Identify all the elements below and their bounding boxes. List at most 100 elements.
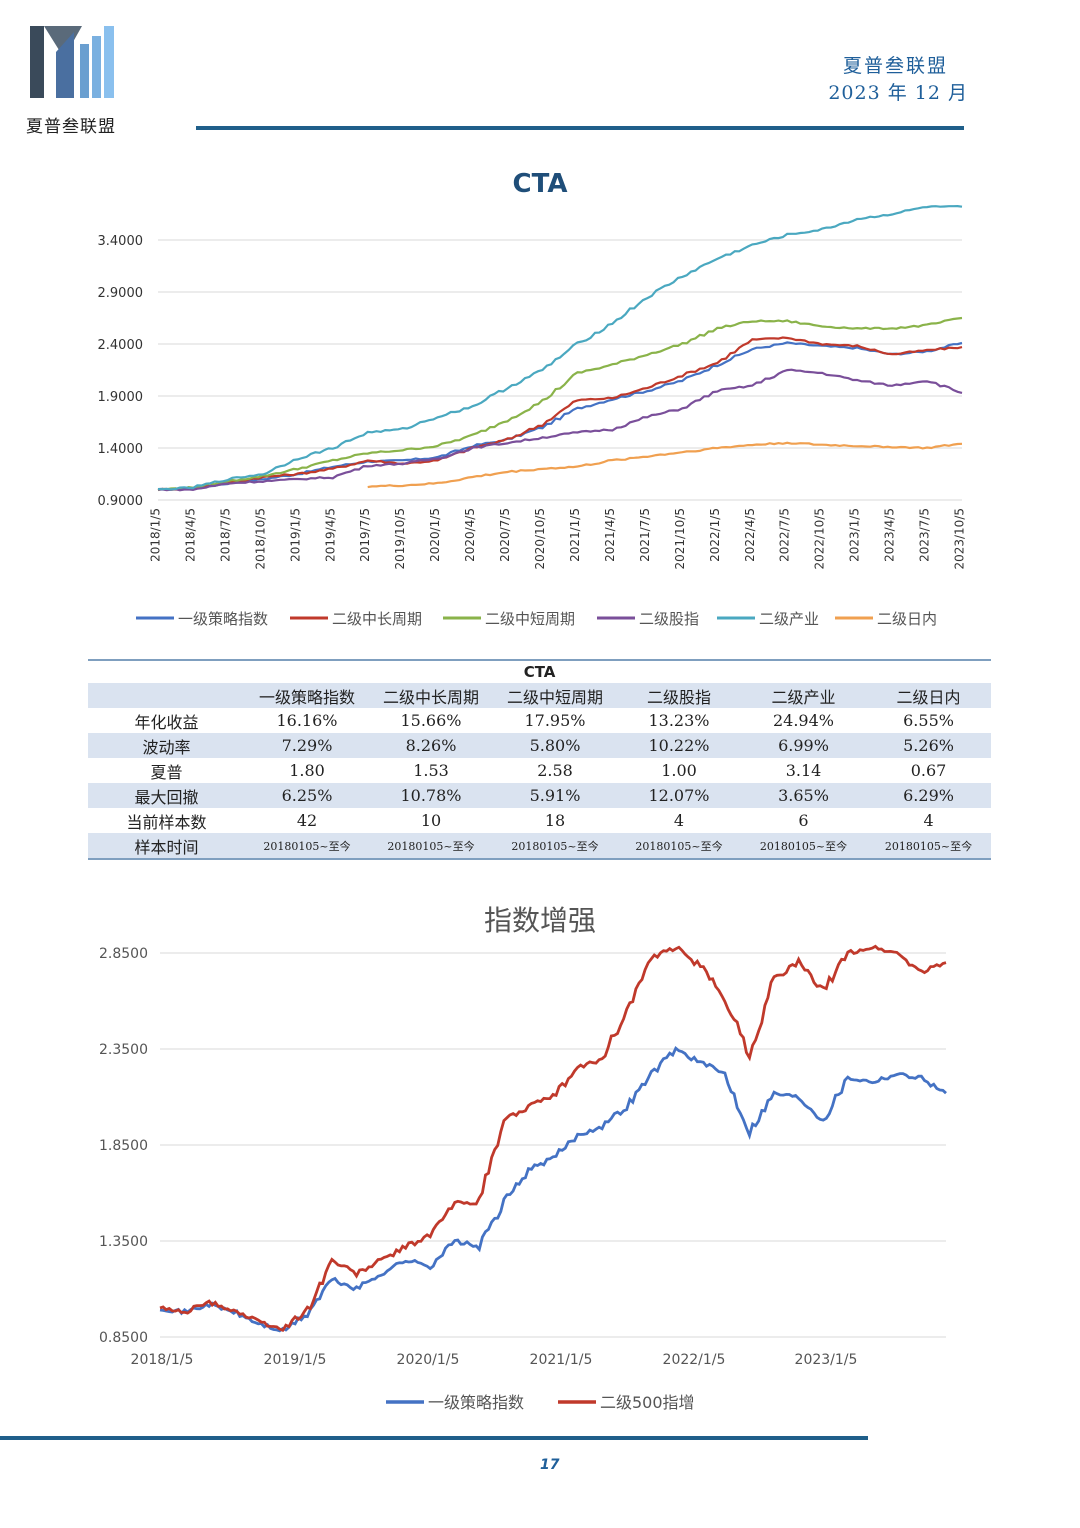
table-cell: 6.55%	[903, 711, 954, 730]
x-tick-label: 2019/1/5	[264, 1352, 327, 1368]
table-header-cell	[88, 683, 245, 708]
table-cell: 13.23%	[648, 711, 710, 730]
table-cell: 5.26%	[866, 733, 992, 758]
table-cell: 10	[420, 811, 442, 830]
x-tick-label: 2022/1/5	[663, 1352, 726, 1368]
header-date: 2023 年 12 月	[828, 82, 968, 104]
x-tick-label: 2019/4/5	[323, 508, 337, 562]
x-tick-label: 2018/1/5	[149, 508, 163, 562]
table-cell: 6.25%	[245, 783, 369, 808]
table-cell: 1.53	[413, 761, 449, 780]
table-row-label: 最大回撤	[88, 783, 245, 808]
legend-label: 二级中长周期	[332, 610, 422, 628]
y-tick-label: 0.8500	[99, 1330, 148, 1346]
table-cell: 7.29%	[245, 733, 369, 758]
x-tick-label: 2020/1/5	[397, 1352, 460, 1368]
x-tick-label: 2020/4/5	[463, 508, 477, 562]
series-line-2	[159, 944, 947, 1333]
table-cell: 20180105~至今	[245, 833, 369, 860]
y-tick-label: 1.3500	[99, 1234, 148, 1250]
x-tick-label: 2023/1/5	[848, 508, 862, 562]
table-row-label: 样本时间	[88, 833, 245, 860]
y-tick-label: 3.4000	[98, 234, 144, 249]
x-tick-label: 2018/10/5	[253, 508, 267, 570]
y-tick-label: 2.9000	[98, 286, 144, 301]
table-cell: 20180105~至今	[741, 833, 866, 860]
y-tick-label: 2.3500	[99, 1042, 148, 1058]
chart-title: 指数增强	[484, 904, 596, 937]
table-cell: 20180105~至今	[369, 833, 493, 860]
table-row-label: 夏普	[150, 762, 183, 782]
table-cell: 6.99%	[741, 733, 866, 758]
table-row: 最大回撤 6.25% 10.78% 5.91% 12.07% 3.65% 6.2…	[88, 783, 992, 808]
y-tick-label: 1.8500	[99, 1138, 148, 1154]
table-header-cell: 二级股指	[617, 683, 741, 708]
table-cell: 8.26%	[369, 733, 493, 758]
x-tick-label: 2021/10/5	[673, 508, 687, 570]
x-tick-label: 2020/10/5	[533, 508, 547, 570]
legend-label: 二级500指增	[600, 1393, 695, 1412]
logo-icon	[30, 26, 114, 98]
table-cell: 2.58	[537, 761, 573, 780]
legend-label: 二级中短周期	[485, 610, 575, 628]
x-tick-label: 2020/1/5	[428, 508, 442, 562]
table-row-label: 当前样本数	[126, 812, 207, 832]
x-tick-label: 2019/10/5	[393, 508, 407, 570]
table-row: 年化收益 16.16% 15.66% 17.95% 13.23% 24.94% …	[88, 708, 991, 733]
series-line-1	[159, 1045, 947, 1333]
x-tick-label: 2018/1/5	[131, 1352, 194, 1368]
x-tick-label: 2022/7/5	[778, 508, 792, 562]
footer-rule	[0, 1436, 868, 1440]
x-tick-label: 2019/7/5	[358, 508, 372, 562]
table-cell: 20180105~至今	[617, 833, 741, 860]
table-cell: 42	[296, 811, 318, 830]
table-cell: 10.78%	[369, 783, 493, 808]
table-cell: 20180105~至今	[866, 833, 992, 860]
x-tick-label: 2022/4/5	[743, 508, 757, 562]
x-tick-label: 2023/1/5	[795, 1352, 858, 1368]
legend-label: 一级策略指数	[178, 610, 268, 628]
x-tick-label: 2018/4/5	[183, 508, 197, 562]
legend-label: 二级股指	[639, 610, 699, 628]
table-cell: 17.95%	[524, 711, 586, 730]
x-tick-label: 2018/7/5	[218, 508, 232, 562]
page-number: 17	[540, 1457, 560, 1473]
series-line-5	[157, 204, 963, 491]
header-org: 夏普叁联盟	[842, 55, 948, 77]
table-header-cell: 一级策略指数	[245, 683, 369, 708]
x-tick-label: 2021/1/5	[530, 1352, 593, 1368]
x-tick-label: 2021/4/5	[603, 508, 617, 562]
cta-table: CTA 一级策略指数 二级中长周期 二级中短周期 二级股指 二级产业 二级日内 …	[88, 659, 992, 860]
legend-label: 一级策略指数	[428, 1393, 524, 1412]
table-cell: 18	[544, 811, 566, 830]
y-tick-label: 0.9000	[98, 494, 144, 509]
x-tick-label: 2022/10/5	[813, 508, 827, 570]
x-tick-label: 2019/1/5	[288, 508, 302, 562]
legend-label: 二级产业	[759, 610, 819, 628]
table-cell: 24.94%	[772, 711, 834, 730]
table-cell: 3.65%	[741, 783, 866, 808]
series-line-2	[157, 336, 963, 492]
y-tick-label: 1.4000	[98, 442, 144, 457]
table-title: CTA	[88, 659, 992, 683]
table-header-row: 一级策略指数 二级中长周期 二级中短周期 二级股指 二级产业 二级日内	[88, 683, 992, 708]
table-cell: 6	[798, 811, 809, 830]
table-header-cell: 二级中短周期	[493, 683, 617, 708]
table-header-cell: 二级日内	[866, 683, 992, 708]
table-row-label: 年化收益	[134, 712, 199, 732]
table-row-label: 波动率	[88, 733, 245, 758]
x-tick-label: 2023/10/5	[953, 508, 967, 570]
table-cell: 6.29%	[866, 783, 992, 808]
table-cell: 10.22%	[617, 733, 741, 758]
index-enhancement-chart: 指数增强 0.8500 1.3500 1.8500 2.3500 2.8500 2018/1…	[99, 904, 947, 1412]
series-line-4	[157, 368, 963, 492]
x-tick-label: 2023/4/5	[883, 508, 897, 562]
series-line-3	[157, 316, 963, 491]
x-tick-label: 2023/7/5	[918, 508, 932, 562]
table-header-cell: 二级产业	[741, 683, 866, 708]
logo-text: 夏普叁联盟	[26, 117, 116, 137]
series-line-6	[367, 441, 963, 489]
cta-chart: CTA 0.9000 1.4000 1.9000 2.4000 2.9000 3.4000 2…	[98, 169, 967, 628]
x-tick-label: 2021/1/5	[568, 508, 582, 562]
table-row: 样本时间 20180105~至今 20180105~至今 20180105~至今…	[88, 833, 992, 860]
